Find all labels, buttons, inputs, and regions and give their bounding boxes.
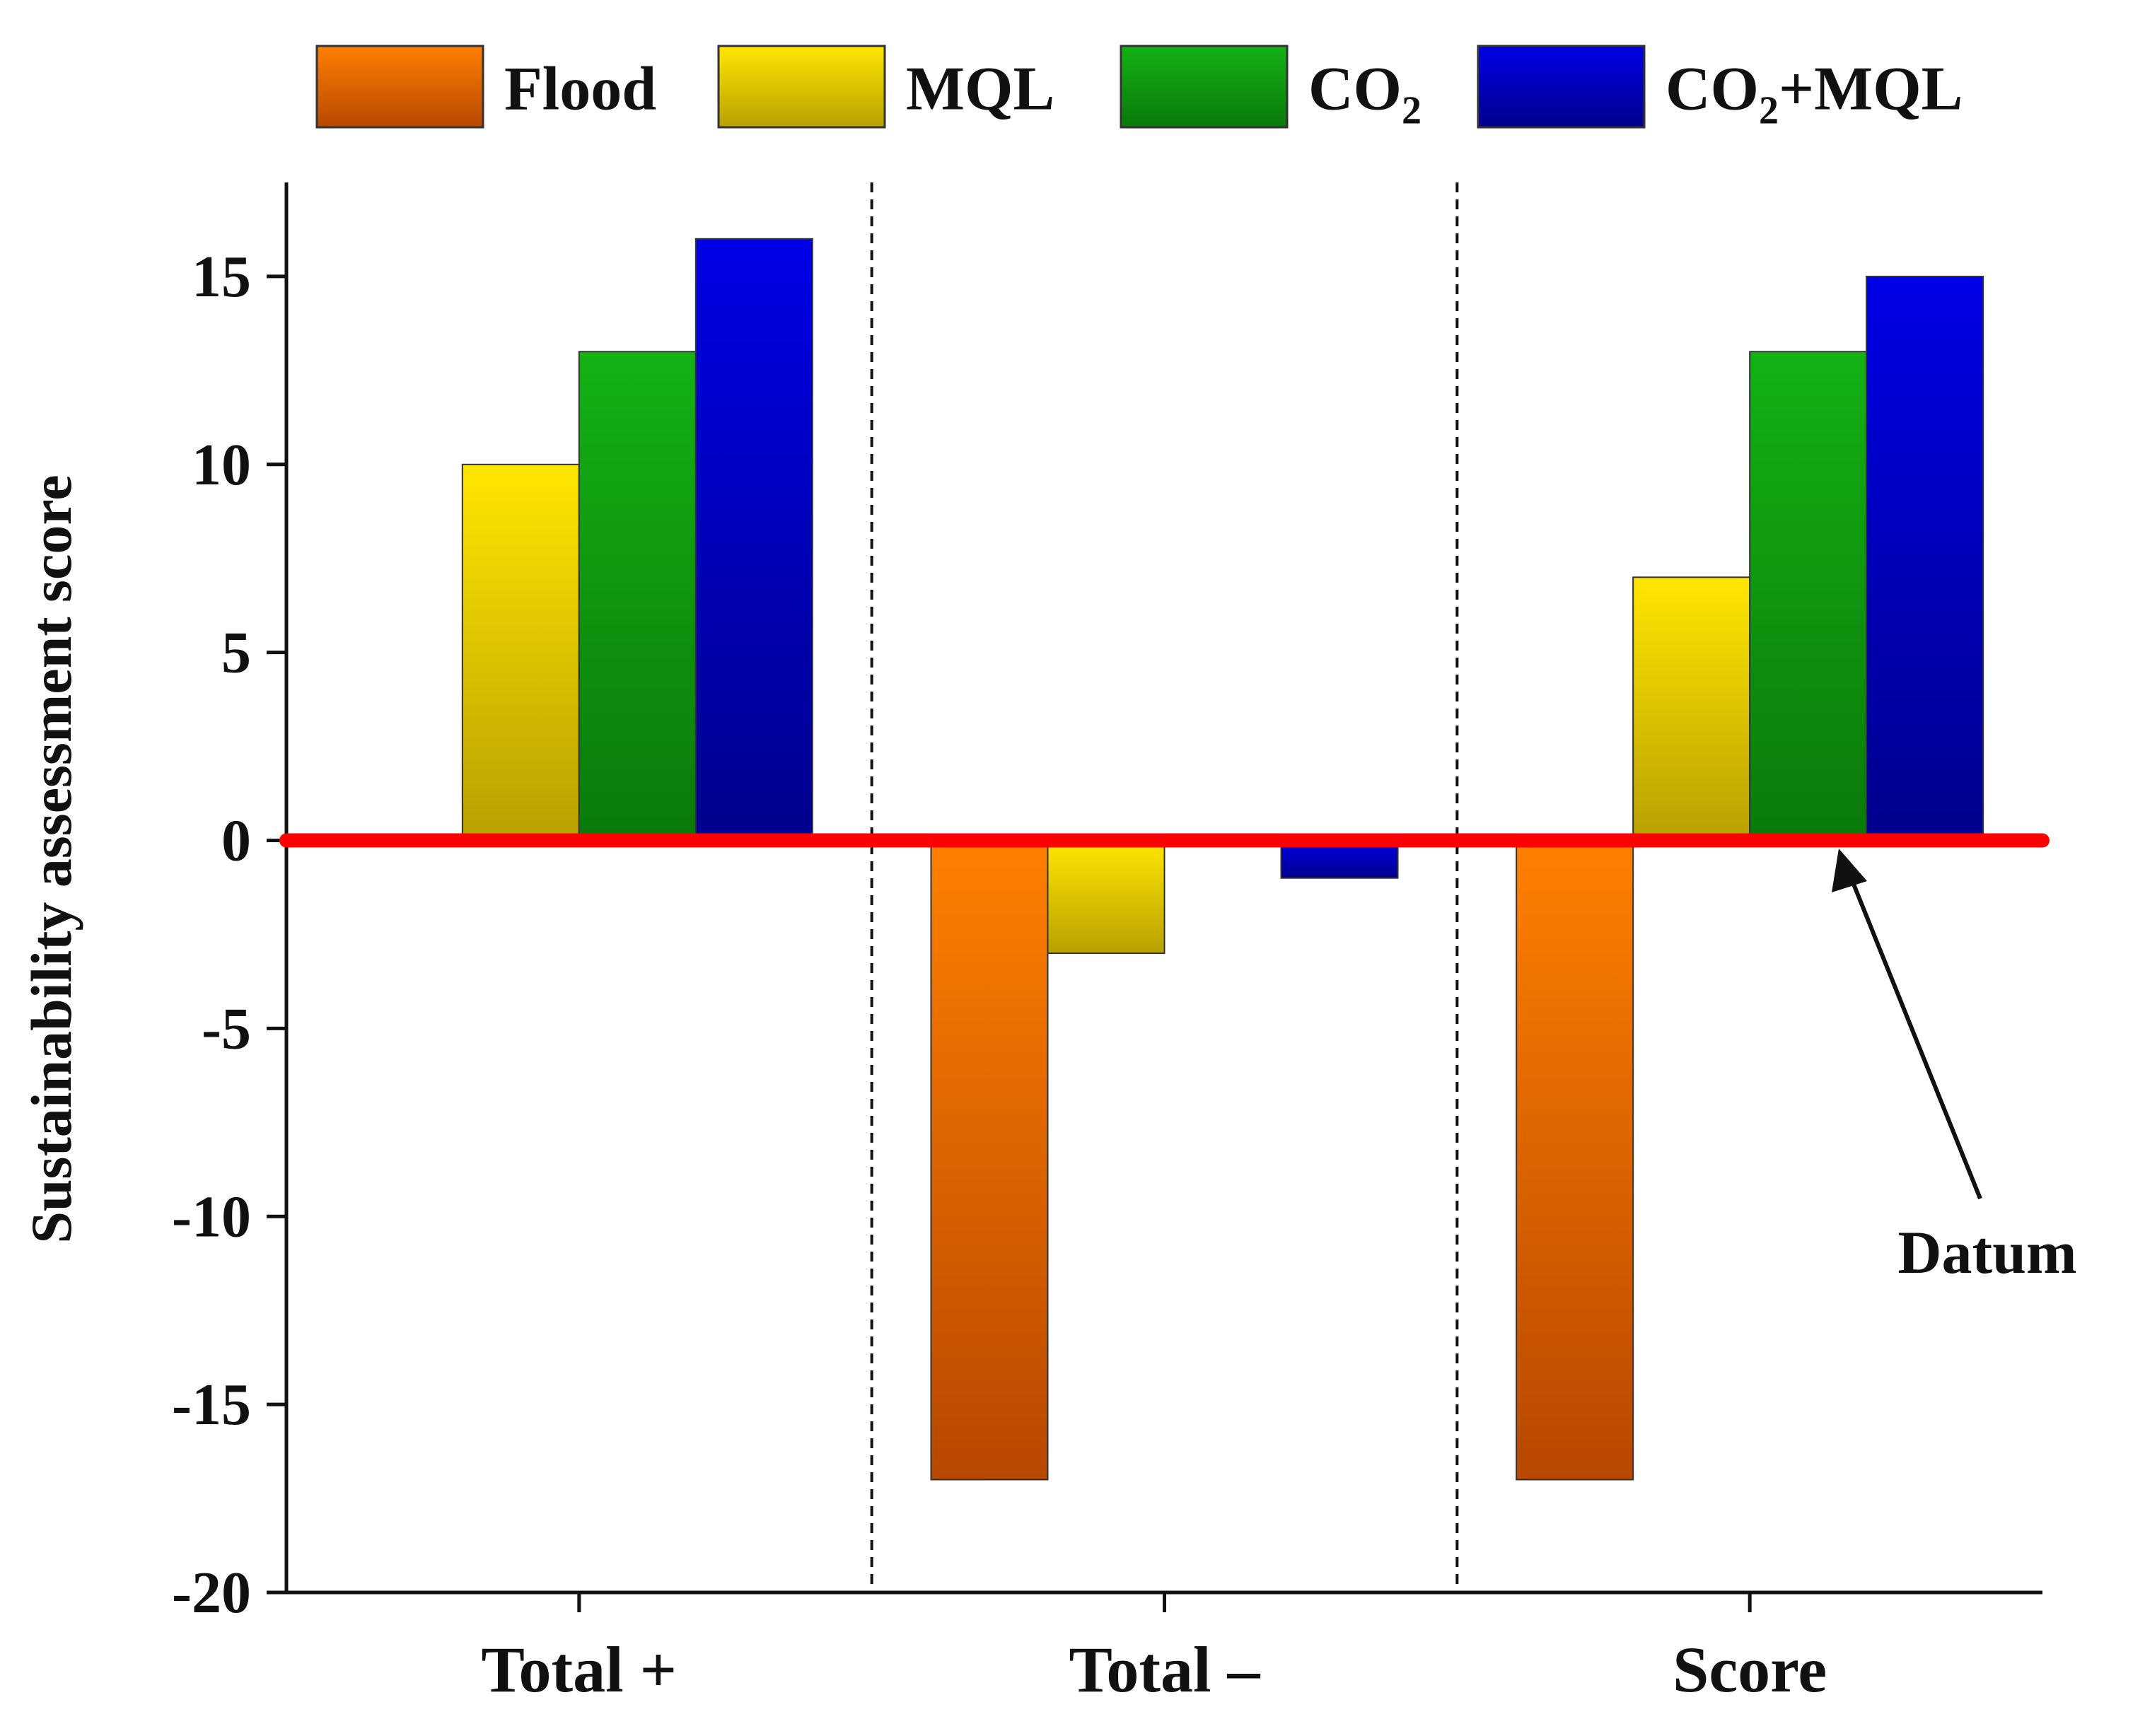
legend-label-sub-2: 2 [1402, 89, 1422, 133]
bar-mql-1 [1047, 839, 1165, 955]
legend-label-sub-3: 2 [1759, 89, 1779, 133]
bar-mql-2 [1632, 576, 1751, 841]
legend-item-co2: CO2 [1120, 45, 1422, 133]
y-axis-label: Sustainability assessment score [19, 474, 83, 1243]
legend-item-flood: Flood [315, 45, 656, 129]
legend-label-tail-3: +MQL [1779, 55, 1963, 124]
bar-co2-0 [578, 351, 697, 841]
datum-arrow-head [1832, 849, 1867, 892]
legend-swatch-3 [1477, 45, 1646, 129]
datum-label: Datum [1897, 1218, 2076, 1286]
y-tick-label-0: 15 [192, 244, 251, 310]
y-tick-label-2: 5 [221, 620, 251, 686]
bar-co2-mql-2 [1866, 275, 1984, 841]
legend: Flood MQL CO2 CO2+MQL [315, 45, 1963, 133]
bar-mql-0 [461, 463, 580, 841]
legend-label-3: CO2+MQL [1666, 55, 1963, 133]
y-tick-label-6: -15 [172, 1372, 251, 1438]
legend-swatch-2 [1120, 45, 1289, 129]
legend-swatch-1 [717, 45, 886, 129]
axes: 15 10 5 0 -5 -10 -15 -20 Total + Total – Score [172, 182, 2042, 1706]
y-tick-label-4: -5 [202, 996, 251, 1061]
datum-arrow-shaft [1845, 867, 1982, 1200]
x-tick-label-1: Total – [1069, 1633, 1260, 1706]
legend-label-main-1: MQL [906, 55, 1054, 124]
legend-item-co2-mql: CO2+MQL [1477, 45, 1963, 133]
legend-label-main-0: Flood [504, 55, 656, 124]
bars [461, 238, 1984, 1481]
bar-flood-1 [930, 839, 1049, 1481]
legend-item-mql: MQL [717, 45, 1054, 129]
legend-label-2: CO2 [1308, 55, 1422, 133]
x-tick-label-2: Score [1673, 1633, 1827, 1706]
category-separators [870, 182, 1459, 1592]
datum-group: Datum [279, 833, 2077, 1286]
y-tick-label-5: -10 [172, 1184, 251, 1249]
bar-co2-mql-0 [694, 238, 813, 841]
x-tick-label-0: Total + [482, 1633, 678, 1706]
legend-label-main-2: CO [1308, 55, 1402, 124]
legend-label-1: MQL [906, 55, 1054, 124]
bar-flood-2 [1516, 839, 1634, 1481]
y-tick-label-1: 10 [192, 432, 251, 498]
bar-co2-2 [1749, 351, 1868, 841]
y-tick-label-3: 0 [221, 808, 251, 874]
legend-label-0: Flood [504, 55, 656, 124]
legend-label-main-3: CO [1666, 55, 1759, 124]
legend-swatch-0 [315, 45, 484, 129]
y-tick-label-7: -20 [172, 1560, 251, 1626]
